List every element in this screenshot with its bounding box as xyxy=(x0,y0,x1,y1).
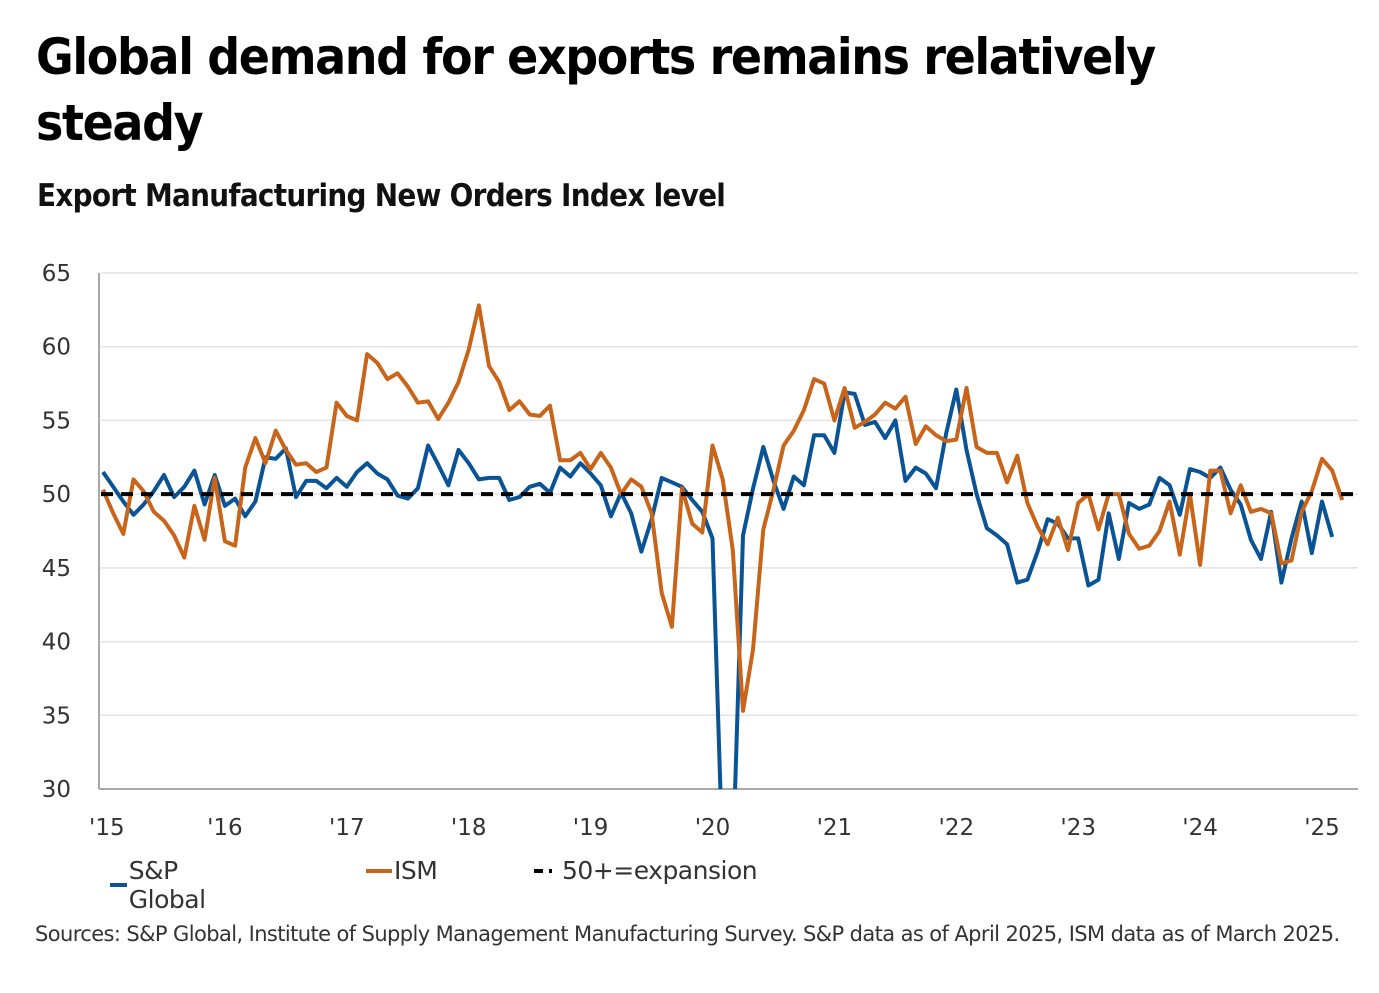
series-line-ism xyxy=(101,303,1345,713)
chart-subtitle: Export Manufacturing New Orders Index le… xyxy=(37,178,726,214)
legend-swatch-expansion xyxy=(534,868,560,873)
y-tick-label: 50 xyxy=(42,482,71,508)
x-tick-label: '19 xyxy=(573,815,609,841)
x-tick-label: '18 xyxy=(451,815,487,841)
legend-swatch-sp-global xyxy=(110,883,127,887)
x-tick-label: '21 xyxy=(817,815,853,841)
series-layer xyxy=(101,303,1345,789)
x-tick-label: '16 xyxy=(207,815,243,841)
x-tick-label: '20 xyxy=(695,815,731,841)
y-tick-label: 35 xyxy=(42,703,71,729)
y-tick-label: 65 xyxy=(42,261,71,287)
x-tick-label: '22 xyxy=(939,815,975,841)
y-axis: 30 35 40 45 50 55 60 65 xyxy=(42,261,71,803)
y-tick-label: 45 xyxy=(42,556,71,582)
line-chart: 30 35 40 45 50 55 60 65 '15 '16 '17 '18 '19 '20 '21 '2… xyxy=(42,261,1358,841)
x-tick-label: '23 xyxy=(1060,815,1096,841)
source-note: Sources: S&P Global, Institute of Supply… xyxy=(35,922,1340,946)
y-tick-label: 55 xyxy=(42,408,71,434)
legend-item-expansion: 50+=expansion xyxy=(534,856,758,885)
y-tick-label: 30 xyxy=(42,777,71,803)
x-tick-label: '17 xyxy=(329,815,365,841)
x-axis: '15 '16 '17 '18 '19 '20 '21 '22 '23 '24 '25 xyxy=(89,815,1340,841)
legend-item-ism: ISM xyxy=(366,856,438,885)
y-tick-label: 60 xyxy=(42,335,71,361)
legend-label: 50+=expansion xyxy=(562,856,758,885)
legend-item-sp-global: S&P Global xyxy=(110,856,215,914)
y-tick-label: 40 xyxy=(42,630,71,656)
legend-label: ISM xyxy=(394,856,438,885)
legend-label: S&P Global xyxy=(128,856,206,914)
series-line-s-p-global xyxy=(101,387,1335,789)
chart-title: Global demand for exports remains relati… xyxy=(36,28,1156,152)
x-tick-label: '15 xyxy=(89,815,125,841)
legend-swatch-ism xyxy=(366,868,392,873)
x-tick-label: '24 xyxy=(1182,815,1218,841)
x-tick-label: '25 xyxy=(1304,815,1340,841)
